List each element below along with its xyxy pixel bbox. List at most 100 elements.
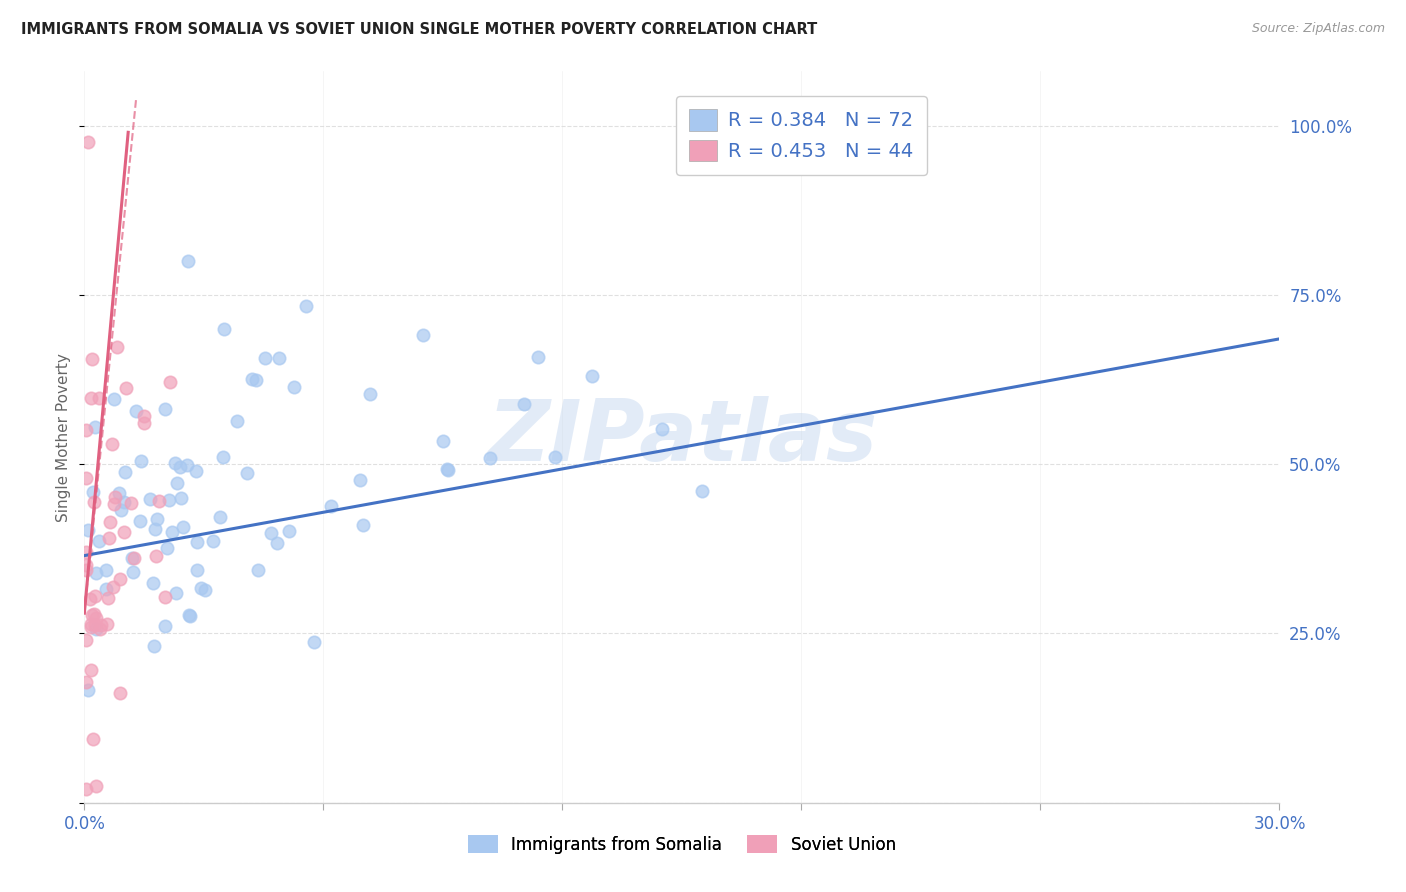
Point: [253, 351, 276, 365]
Point: [139, 491, 162, 506]
Point: [190, 582, 212, 596]
Legend: Immigrants from Somalia, Soviet Union: Immigrants from Somalia, Soviet Union: [461, 829, 903, 860]
Point: [165, 586, 187, 600]
Point: [157, 493, 180, 508]
Point: [79, 591, 101, 606]
Point: [87, 391, 110, 405]
Point: [437, 463, 460, 477]
Point: [212, 450, 235, 465]
Point: [84, 611, 107, 625]
Point: [86, 566, 108, 580]
Point: [349, 473, 371, 487]
Point: [75, 545, 97, 559]
Point: [142, 576, 165, 591]
Point: [122, 565, 145, 579]
Point: [75, 563, 97, 577]
Point: [432, 434, 454, 449]
Point: [155, 618, 177, 632]
Point: [145, 549, 167, 563]
Point: [89, 622, 111, 636]
Point: [202, 533, 225, 548]
Point: [129, 514, 152, 528]
Point: [125, 403, 148, 417]
Point: [266, 536, 288, 550]
Point: [209, 510, 232, 524]
Point: [143, 639, 166, 653]
Point: [527, 350, 550, 364]
Point: [83, 607, 105, 621]
Point: [544, 450, 567, 464]
Point: [134, 416, 156, 430]
Point: [100, 436, 122, 450]
Point: [436, 462, 458, 476]
Point: [90, 617, 112, 632]
Point: [186, 464, 208, 478]
Point: [108, 573, 131, 587]
Point: [283, 380, 305, 394]
Point: [94, 582, 117, 596]
Point: [179, 609, 201, 624]
Text: IMMIGRANTS FROM SOMALIA VS SOVIET UNION SINGLE MOTHER POVERTY CORRELATION CHART: IMMIGRANTS FROM SOMALIA VS SOVIET UNION …: [21, 22, 817, 37]
Point: [97, 591, 120, 605]
Text: ZIPatlas: ZIPatlas: [486, 395, 877, 479]
Point: [82, 352, 104, 367]
Point: [146, 511, 169, 525]
Point: [83, 495, 105, 509]
Point: [122, 550, 145, 565]
Point: [277, 524, 299, 538]
Point: [80, 392, 103, 406]
Point: [75, 423, 97, 437]
Point: [194, 583, 217, 598]
Point: [267, 351, 290, 365]
Point: [186, 534, 208, 549]
Point: [75, 471, 97, 485]
Point: [97, 531, 120, 545]
Point: [247, 563, 270, 577]
Point: [159, 376, 181, 390]
Point: [186, 563, 208, 577]
Point: [87, 533, 110, 548]
Point: [153, 590, 176, 604]
Point: [75, 782, 97, 797]
Point: [94, 563, 117, 577]
Point: [86, 779, 108, 793]
Point: [82, 607, 104, 622]
Point: [176, 458, 198, 472]
Point: [77, 523, 100, 537]
Point: [121, 551, 143, 566]
Point: [478, 450, 501, 465]
Point: [75, 632, 97, 647]
Point: [80, 620, 103, 634]
Point: [83, 419, 105, 434]
Point: [148, 493, 170, 508]
Point: [172, 520, 194, 534]
Point: [110, 503, 132, 517]
Point: [82, 485, 104, 500]
Point: [651, 422, 673, 436]
Point: [112, 495, 135, 509]
Point: [103, 392, 125, 406]
Point: [170, 491, 193, 506]
Point: [77, 682, 100, 697]
Point: [84, 622, 107, 636]
Point: [156, 541, 179, 556]
Point: [153, 402, 176, 417]
Point: [83, 618, 105, 632]
Point: [165, 456, 187, 470]
Text: Source: ZipAtlas.com: Source: ZipAtlas.com: [1251, 22, 1385, 36]
Y-axis label: Single Mother Poverty: Single Mother Poverty: [56, 352, 72, 522]
Point: [132, 409, 155, 424]
Point: [412, 328, 434, 343]
Point: [169, 460, 191, 475]
Point: [512, 397, 534, 411]
Point: [98, 516, 121, 530]
Point: [143, 522, 166, 536]
Point: [179, 608, 201, 623]
Point: [105, 340, 128, 354]
Point: [245, 373, 267, 387]
Point: [80, 663, 103, 677]
Point: [96, 616, 118, 631]
Point: [177, 254, 200, 268]
Point: [131, 454, 153, 468]
Point: [112, 524, 135, 539]
